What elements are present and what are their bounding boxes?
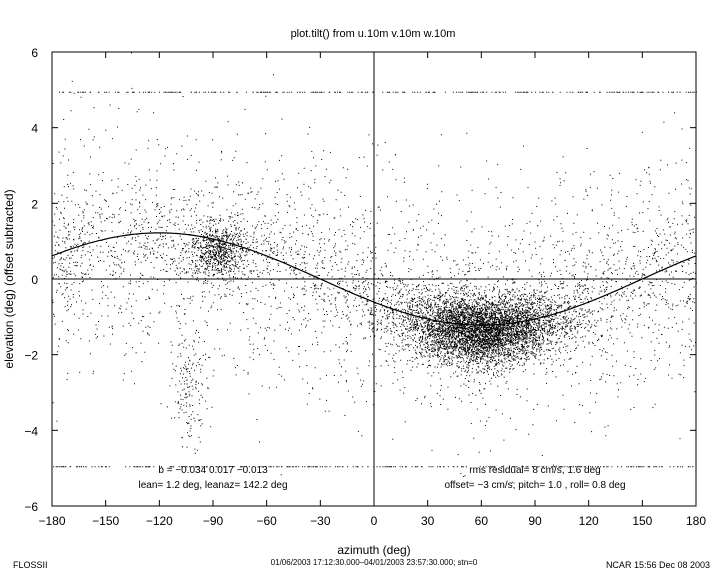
annotation-offset-pitch-roll: offset= −3 cm/s; pitch= 1.0 , roll= 0.8 … [444, 480, 625, 491]
x-tick-label: 60 [475, 514, 489, 528]
x-tick-label: 90 [528, 514, 542, 528]
x-tick-label: 180 [686, 514, 706, 528]
x-tick-label: −90 [203, 514, 224, 528]
annotation-fit-coefficients: b = −0.034 0.017 −0.013 [158, 465, 268, 476]
y-tick-label: −6 [24, 500, 38, 514]
x-tick-label: −30 [310, 514, 331, 528]
y-axis-label: elevation (deg) (offset subtracted) [2, 189, 16, 368]
x-tick-label: −180 [38, 514, 65, 528]
y-axis-ticks: 6 4 2 0 −2 −4 −6 [24, 46, 696, 514]
y-tick-label: 6 [31, 46, 38, 60]
y-tick-label: −4 [24, 424, 38, 438]
footer-project: FLOSSII [13, 560, 48, 570]
annotation-lean: lean= 1.2 deg, leanaz= 142.2 deg [138, 480, 287, 491]
x-tick-label: 120 [579, 514, 599, 528]
x-tick-label: 150 [632, 514, 652, 528]
footer-timestamp: NCAR 15:56 Dec 08 2003 [606, 560, 710, 570]
chart-title: plot.tilt() from u.10m v.10m w.10m [291, 28, 456, 40]
y-tick-label: 0 [31, 273, 38, 287]
fit-curve [51, 232, 697, 326]
annotation-rms-residual: rms residual= 8 cm/s, 1.6 deg [469, 465, 600, 476]
footer-time-range: 01/06/2003 17:12:30.000–04/01/2003 23:57… [271, 558, 478, 567]
y-tick-label: 4 [31, 122, 38, 136]
x-tick-label: −120 [146, 514, 173, 528]
x-tick-label: −150 [92, 514, 119, 528]
y-tick-label: −2 [24, 349, 38, 363]
x-tick-label: 0 [371, 514, 378, 528]
x-tick-label: −60 [256, 514, 277, 528]
x-tick-label: 30 [421, 514, 435, 528]
x-axis-label: azimuth (deg) [337, 543, 410, 557]
x-axis-ticks: −180 −150 −120 −90 −60 −30 0 30 60 90 120 150 180 [38, 52, 706, 528]
y-tick-label: 2 [31, 197, 38, 211]
